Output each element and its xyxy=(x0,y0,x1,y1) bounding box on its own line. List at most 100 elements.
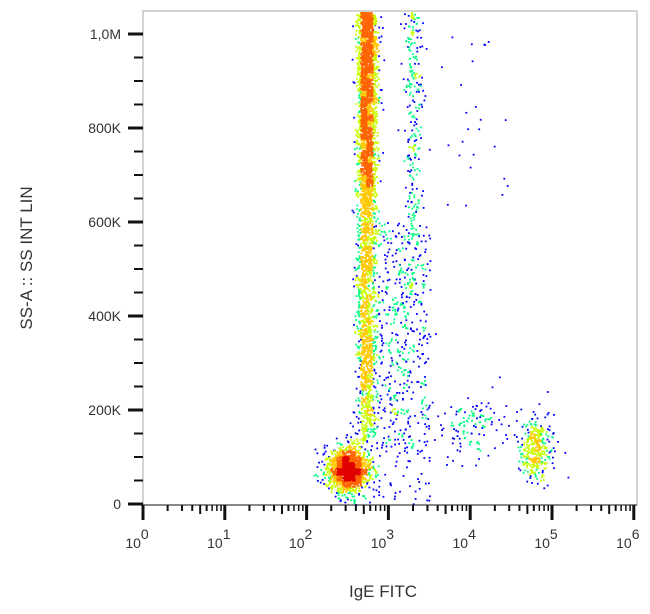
data-point xyxy=(359,480,362,483)
data-point xyxy=(360,408,363,411)
data-point xyxy=(359,333,362,336)
data-point xyxy=(366,308,369,311)
data-point xyxy=(363,174,365,177)
data-point xyxy=(476,417,478,420)
data-point xyxy=(405,40,408,43)
data-point xyxy=(336,451,339,454)
data-point xyxy=(451,421,454,424)
data-point xyxy=(365,336,367,338)
data-point xyxy=(420,302,423,305)
data-point xyxy=(365,239,368,241)
data-point xyxy=(384,258,387,261)
data-point xyxy=(467,397,470,400)
data-point xyxy=(374,191,377,194)
data-point xyxy=(394,235,397,237)
data-point xyxy=(358,72,361,75)
data-point xyxy=(413,272,415,274)
data-point xyxy=(391,254,394,257)
data-point xyxy=(379,41,382,43)
data-point xyxy=(360,328,363,331)
data-point xyxy=(343,488,345,491)
data-point xyxy=(527,463,530,465)
data-point xyxy=(435,333,437,335)
data-point xyxy=(360,200,362,202)
data-point xyxy=(358,87,361,89)
data-point xyxy=(362,329,365,332)
data-point xyxy=(403,160,406,163)
data-point xyxy=(426,440,429,443)
data-point xyxy=(426,408,429,411)
data-point xyxy=(404,205,407,208)
data-point xyxy=(327,484,330,487)
data-point xyxy=(364,206,367,209)
data-point xyxy=(369,169,372,172)
data-point xyxy=(369,222,372,224)
data-point xyxy=(362,70,365,73)
data-point xyxy=(383,427,386,429)
data-point xyxy=(362,457,365,460)
data-point xyxy=(361,28,364,31)
data-point xyxy=(357,169,360,172)
data-point xyxy=(367,352,369,355)
data-point xyxy=(458,408,461,411)
data-point xyxy=(414,18,416,21)
data-point xyxy=(354,24,357,27)
data-point xyxy=(365,39,368,41)
data-point xyxy=(374,258,376,261)
data-point xyxy=(369,177,372,180)
data-point xyxy=(370,279,372,282)
data-point xyxy=(371,424,374,427)
data-point xyxy=(373,189,376,192)
data-point xyxy=(369,311,372,314)
data-point xyxy=(366,418,369,421)
data-point xyxy=(360,297,363,300)
data-point xyxy=(369,299,372,302)
data-point xyxy=(381,327,383,329)
data-point xyxy=(534,436,537,439)
data-point xyxy=(397,129,400,132)
data-point xyxy=(407,460,410,462)
data-point xyxy=(330,478,332,480)
data-point xyxy=(442,427,445,430)
data-point xyxy=(373,125,376,128)
data-point xyxy=(363,67,366,70)
data-point xyxy=(367,172,369,175)
data-point xyxy=(361,104,364,107)
data-point xyxy=(366,164,369,167)
data-point xyxy=(362,371,365,374)
data-point xyxy=(428,333,430,336)
data-point xyxy=(367,361,370,363)
data-point xyxy=(367,310,370,313)
data-point xyxy=(361,182,364,185)
data-point xyxy=(417,206,420,209)
data-point xyxy=(407,154,409,157)
data-point xyxy=(530,423,532,425)
data-point xyxy=(372,282,374,285)
data-point xyxy=(367,350,370,353)
data-point xyxy=(409,112,411,115)
data-point xyxy=(371,220,374,223)
data-point xyxy=(329,471,332,474)
data-point xyxy=(419,338,421,341)
data-point xyxy=(415,139,418,141)
data-point xyxy=(352,488,354,491)
data-point xyxy=(351,495,354,498)
data-point xyxy=(533,428,536,431)
data-point xyxy=(362,420,365,423)
data-point xyxy=(367,381,370,383)
data-point xyxy=(411,74,413,77)
data-point xyxy=(371,280,374,283)
data-point xyxy=(364,163,367,166)
data-point xyxy=(383,239,386,242)
data-point xyxy=(342,491,344,494)
data-point xyxy=(545,433,548,436)
data-point xyxy=(406,451,409,454)
data-point xyxy=(338,497,341,500)
data-point xyxy=(374,168,376,171)
data-point xyxy=(351,443,354,446)
data-point xyxy=(366,299,369,302)
data-point xyxy=(366,46,369,49)
data-point xyxy=(375,220,377,223)
data-point xyxy=(367,298,370,300)
data-point xyxy=(357,376,360,378)
